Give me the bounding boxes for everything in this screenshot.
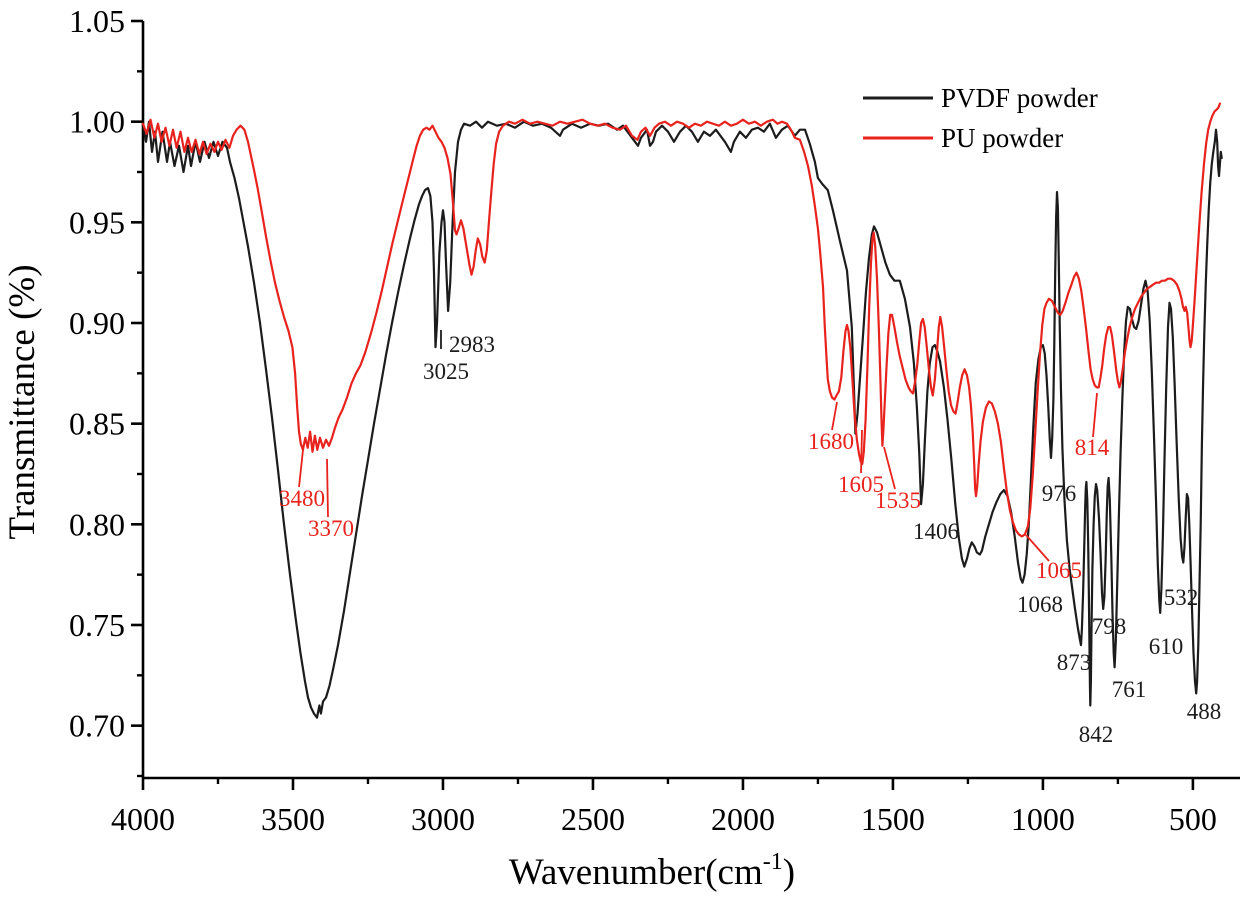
- legend: PVDF powder PU powder: [863, 83, 1098, 153]
- peak-leader-line: [326, 458, 329, 518]
- x-tick-label-1500: 1500: [861, 801, 925, 837]
- x-tick-label-3000: 3000: [411, 801, 475, 837]
- peak-label-2983: 2983: [449, 332, 495, 357]
- peak-leader-line: [1025, 534, 1050, 562]
- peak-label-1068: 1068: [1017, 592, 1063, 617]
- y-tick-label-0.85: 0.85: [69, 406, 125, 442]
- x-axis-title-close: ): [783, 852, 795, 893]
- peak-label-761: 761: [1112, 677, 1147, 702]
- pvdf-curve: [141, 120, 1223, 719]
- peak-label-1065: 1065: [1036, 558, 1082, 583]
- peak-label-842: 842: [1079, 722, 1114, 747]
- peak-leader-line: [831, 401, 838, 431]
- peak-label-610: 610: [1149, 634, 1184, 659]
- y-tick-label-0.80: 0.80: [69, 506, 125, 542]
- peak-label-1535: 1535: [875, 488, 921, 513]
- y-tick-label-0.75: 0.75: [69, 607, 125, 643]
- peak-label-532: 532: [1164, 585, 1199, 610]
- y-tick-label-1.00: 1.00: [69, 104, 125, 140]
- x-axis-title-base: Wavenumber(cm: [509, 852, 763, 893]
- legend-label-pvdf: PVDF powder: [941, 83, 1098, 113]
- peak-label-976: 976: [1042, 481, 1077, 506]
- y-tick-label-0.70: 0.70: [69, 708, 125, 744]
- peak-label-1680: 1680: [808, 429, 854, 454]
- x-tick-label-2500: 2500: [561, 801, 625, 837]
- peak-leader-line: [883, 446, 896, 490]
- x-tick-label-4000: 4000: [111, 801, 175, 837]
- peak-label-798: 798: [1092, 614, 1127, 639]
- peak-label-3025: 3025: [423, 359, 469, 384]
- peak-label-814: 814: [1075, 435, 1110, 460]
- peak-label-873: 873: [1057, 650, 1092, 675]
- y-tick-label-1.05: 1.05: [69, 3, 125, 39]
- legend-label-pu: PU powder: [941, 123, 1063, 153]
- peak-leader-line: [298, 449, 304, 488]
- peak-leader-line: [1092, 392, 1098, 438]
- peak-label-3480: 3480: [279, 486, 325, 511]
- x-tick-label-500: 500: [1169, 801, 1217, 837]
- x-tick-label-2000: 2000: [711, 801, 775, 837]
- peak-label-1605: 1605: [838, 472, 884, 497]
- peak-label-3370: 3370: [308, 516, 354, 541]
- y-axis-title: Transmittance (%): [2, 264, 43, 539]
- x-axis-title: Wavenumber(cm-1): [509, 849, 795, 893]
- peak-label-488: 488: [1187, 699, 1222, 724]
- x-tick-label-1000: 1000: [1011, 801, 1075, 837]
- y-tick-label-0.95: 0.95: [69, 204, 125, 240]
- peak-leader-line: [860, 429, 863, 474]
- y-tick-label-0.90: 0.90: [69, 305, 125, 341]
- x-tick-label-3500: 3500: [261, 801, 325, 837]
- pu-curve: [141, 102, 1222, 538]
- peak-label-1406: 1406: [913, 519, 959, 544]
- x-axis-title-superscript: -1: [763, 849, 783, 875]
